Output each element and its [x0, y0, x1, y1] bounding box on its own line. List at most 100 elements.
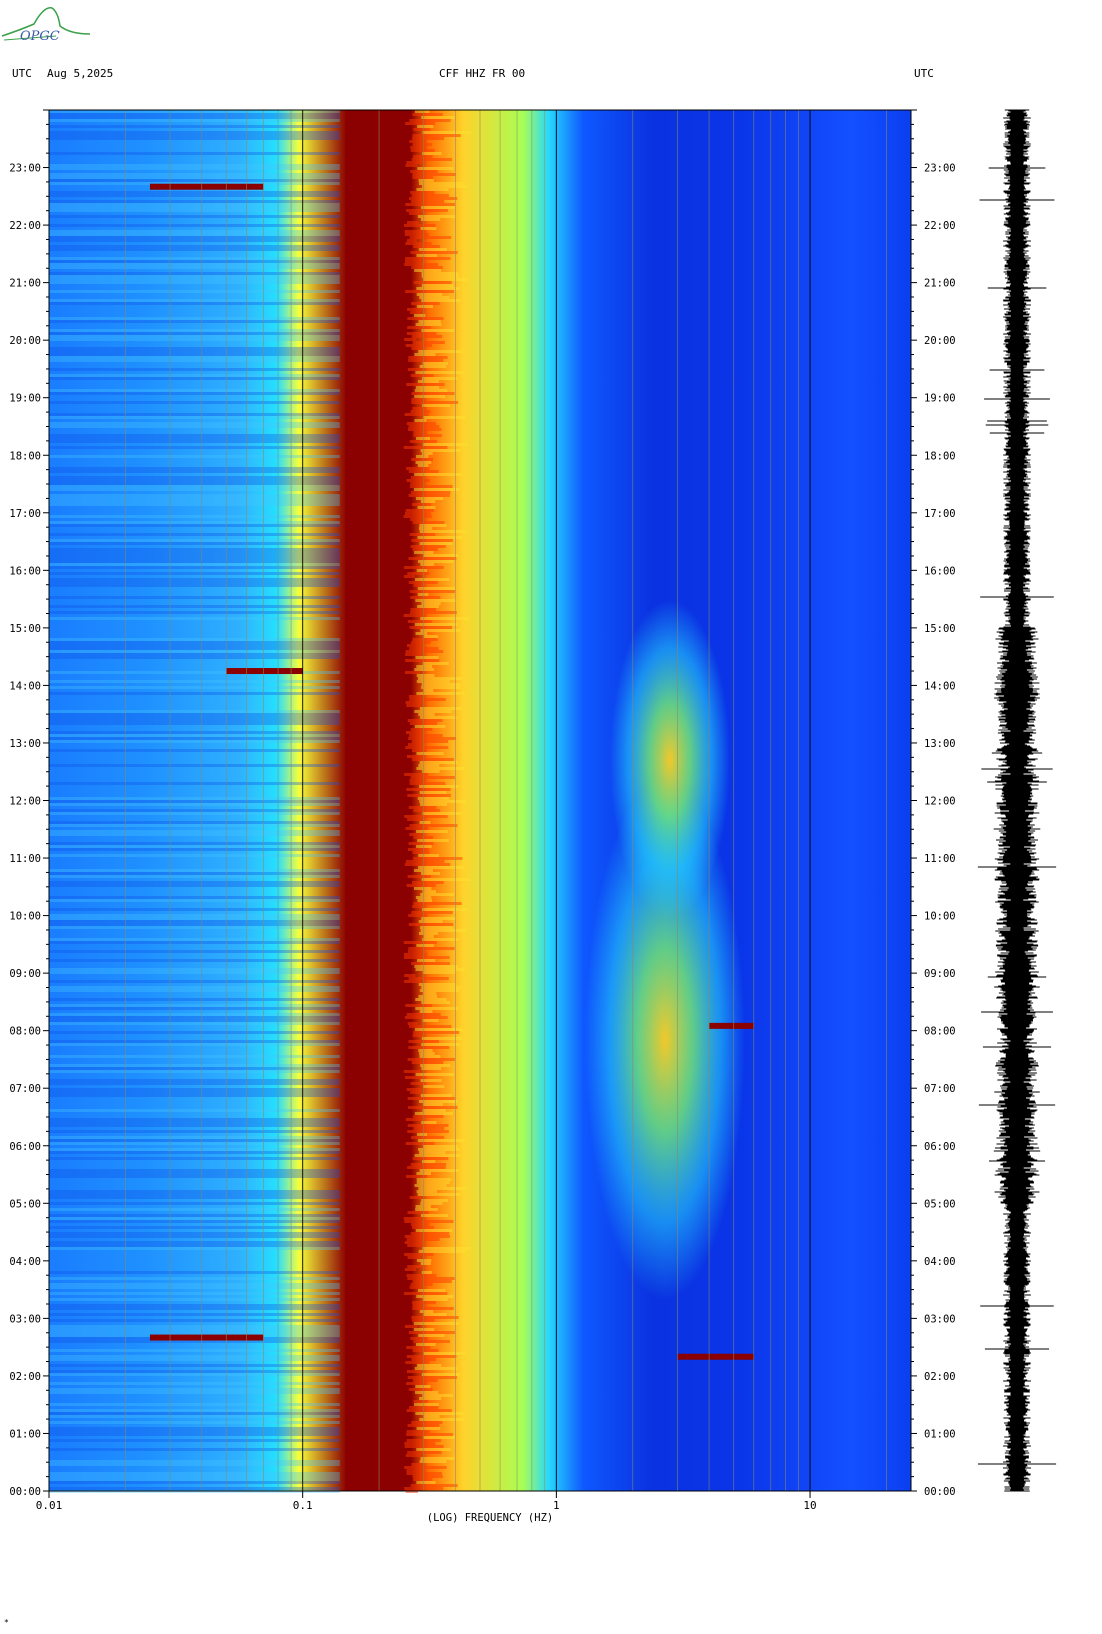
y-tick-label: 20:00	[9, 335, 41, 347]
noise-streak	[415, 1205, 431, 1208]
noise-streak	[49, 1094, 340, 1097]
y-tick-label: 19:00	[9, 393, 41, 405]
noise-streak	[413, 857, 463, 860]
noise-streak	[421, 116, 455, 119]
noise-streak	[413, 245, 440, 248]
y-tick-label: 01:00	[924, 1428, 956, 1440]
noise-streak	[407, 818, 423, 821]
noise-streak	[408, 557, 457, 560]
noise-streak	[404, 512, 431, 515]
noise-streak	[418, 713, 435, 716]
noise-streak	[412, 851, 430, 854]
noise-streak	[404, 1325, 418, 1328]
noise-streak	[416, 830, 448, 833]
y-tick-label: 09:00	[9, 968, 41, 980]
noise-streak	[409, 1091, 423, 1094]
noise-streak	[422, 362, 448, 365]
noise-streak	[410, 482, 425, 485]
noise-streak	[422, 662, 449, 665]
noise-streak	[421, 452, 433, 455]
noise-streak	[49, 824, 340, 827]
noise-streak	[49, 167, 340, 170]
noise-streak	[414, 269, 442, 272]
noise-streak	[49, 206, 340, 209]
noise-streak	[49, 1139, 340, 1142]
noise-streak	[405, 242, 432, 245]
noise-streak	[49, 401, 340, 404]
noise-streak	[418, 248, 447, 251]
noise-streak	[405, 509, 434, 512]
noise-streak	[422, 908, 467, 911]
noise-streak	[423, 416, 466, 419]
noise-streak	[49, 1142, 340, 1145]
noise-streak	[417, 1364, 442, 1367]
noise-streak	[49, 455, 340, 458]
noise-streak	[49, 524, 340, 527]
noise-streak	[406, 1088, 422, 1091]
noise-streak	[416, 1427, 441, 1430]
noise-streak	[414, 419, 427, 422]
noise-streak	[49, 1439, 340, 1442]
noise-streak	[49, 644, 340, 647]
noise-streak	[405, 746, 449, 749]
noise-streak	[410, 1082, 427, 1085]
noise-streak	[421, 683, 461, 686]
noise-streak	[409, 779, 426, 782]
noise-streak	[406, 479, 430, 482]
noise-streak	[421, 299, 461, 302]
noise-streak	[409, 833, 422, 836]
noise-streak	[49, 266, 340, 269]
noise-streak	[412, 1475, 443, 1478]
noise-streak	[49, 350, 340, 353]
noise-streak	[417, 215, 456, 218]
noise-streak	[49, 914, 340, 917]
noise-streak	[419, 1010, 433, 1013]
noise-streak	[408, 581, 438, 584]
noise-streak	[421, 1199, 449, 1202]
noise-streak	[49, 1193, 340, 1196]
noise-streak	[49, 110, 340, 113]
noise-streak	[49, 986, 340, 989]
noise-streak	[421, 872, 441, 875]
noise-streak	[49, 1079, 340, 1082]
noise-streak	[49, 1460, 340, 1463]
noise-streak	[410, 608, 436, 611]
noise-streak	[406, 644, 423, 647]
noise-streak	[422, 1160, 436, 1163]
noise-streak	[49, 1109, 340, 1112]
noise-streak	[410, 1232, 450, 1235]
noise-streak	[421, 686, 461, 689]
noise-streak	[412, 407, 426, 410]
noise-streak	[49, 1064, 340, 1067]
noise-streak	[413, 584, 425, 587]
noise-streak	[404, 1253, 434, 1256]
noise-streak	[49, 1349, 340, 1352]
noise-streak	[414, 1403, 439, 1406]
y-tick-label: 10:00	[924, 911, 956, 923]
y-axis-right: 00:00 01:00 02:00 03:00 04:00 05:00 06:00 07:00…	[911, 109, 956, 1498]
noise-streak	[419, 365, 447, 368]
y-tick-label: 05:00	[924, 1198, 956, 1210]
x-tick-label: 1	[553, 1499, 560, 1512]
noise-streak	[419, 542, 453, 545]
y-tick-label: 14:00	[924, 680, 956, 692]
x-tick-label: 10	[803, 1499, 816, 1512]
noise-streak	[418, 866, 465, 869]
noise-streak	[49, 812, 340, 815]
noise-streak	[49, 671, 340, 674]
noise-streak	[49, 1136, 340, 1139]
noise-streak	[49, 884, 340, 887]
noise-streak	[409, 1025, 452, 1028]
noise-streak	[418, 1049, 433, 1052]
noise-streak	[410, 596, 441, 599]
noise-streak	[414, 623, 458, 626]
noise-streak	[419, 800, 467, 803]
noise-streak	[410, 146, 427, 149]
noise-streak	[422, 131, 472, 134]
noise-streak	[408, 1388, 433, 1391]
noise-streak	[407, 317, 444, 320]
noise-streak	[49, 1481, 340, 1484]
noise-streak	[410, 641, 431, 644]
noise-streak	[418, 1148, 460, 1151]
noise-streak	[406, 383, 445, 386]
